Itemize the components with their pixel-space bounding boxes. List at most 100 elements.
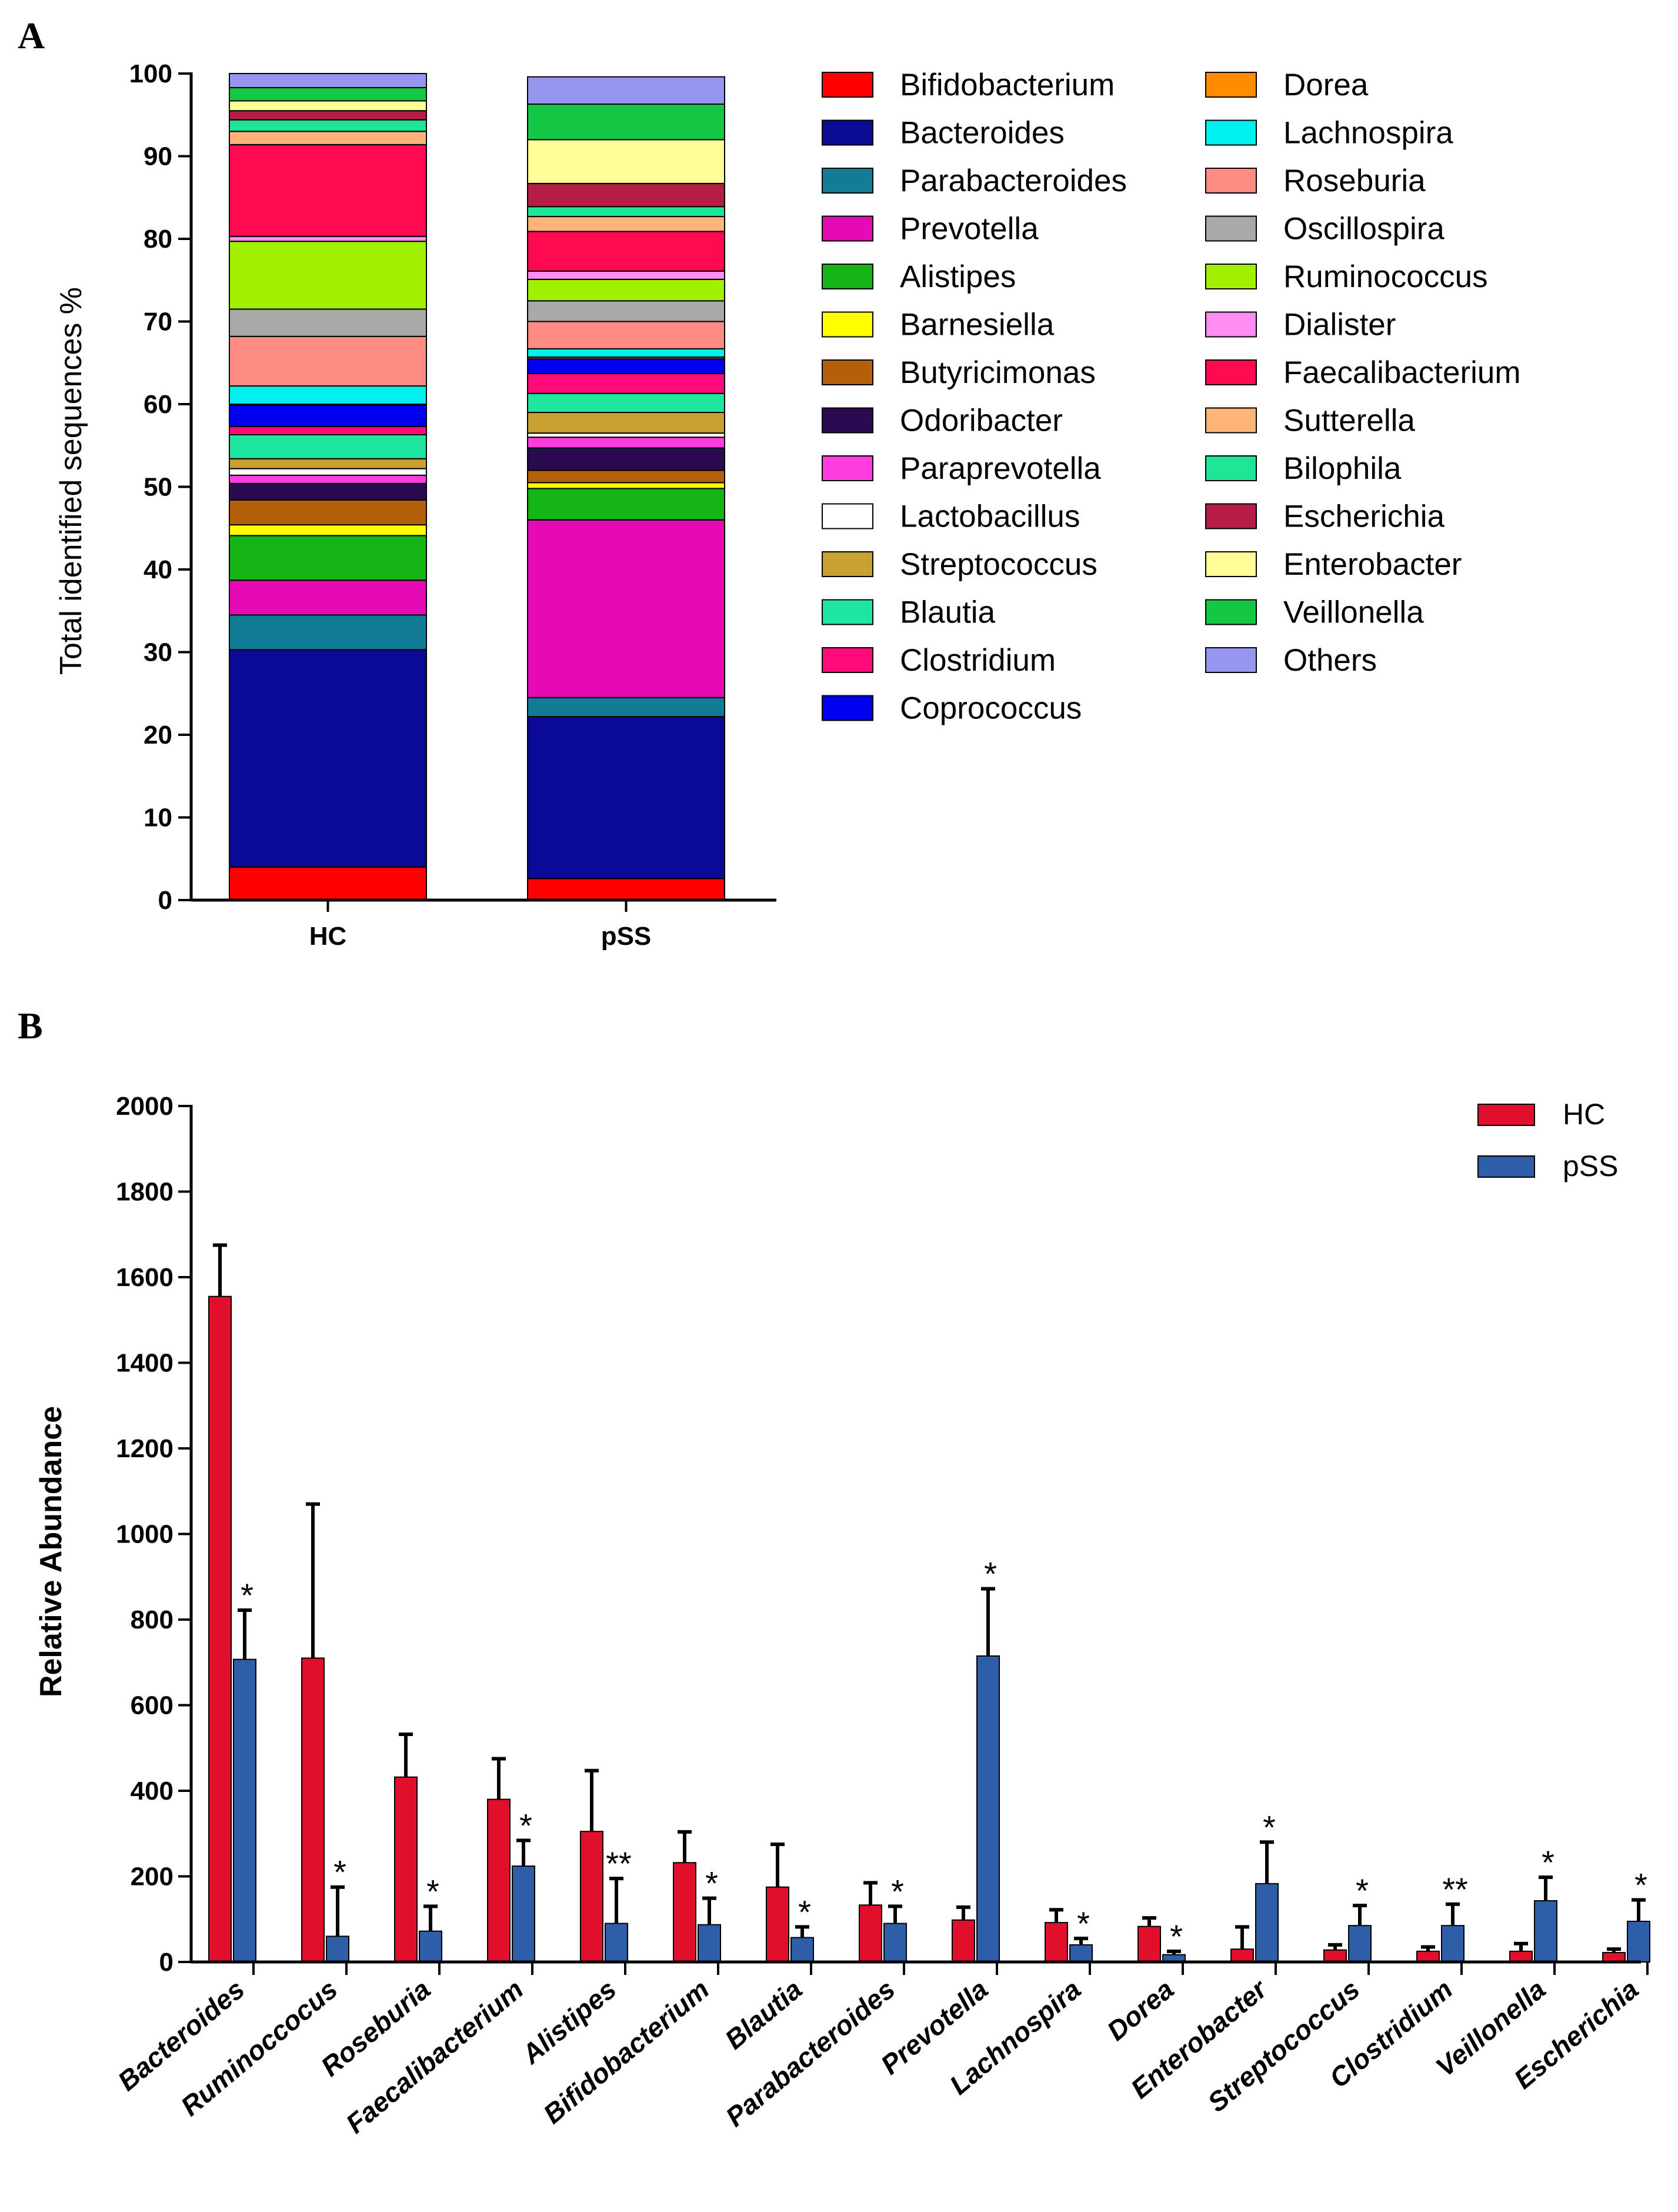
y-tick-label: 1400 (116, 1349, 174, 1378)
significance-marker-ruminoccocus: * (333, 1854, 346, 1891)
bar-pss-bifidobacterium (698, 1924, 721, 1963)
bar-segment-pss-clostridium (527, 373, 725, 394)
legend-swatch-parabacteroides (822, 168, 873, 194)
legend-label-clostridium: Clostridium (900, 643, 1056, 678)
bar-segment-hc-dialister (229, 235, 427, 242)
bar-hc-lachnospira (1045, 1922, 1068, 1963)
legend: Bifidobacterium Bacteroides Parabacteroide… (822, 68, 1521, 726)
bar-segment-hc-others (229, 73, 427, 88)
legend-label-streptococcus: Streptococcus (900, 547, 1097, 582)
bar-hc-bifidobacterium (673, 1862, 696, 1963)
bar-segment-pss-enterobacter (527, 139, 725, 184)
panel-a-letter: A (18, 15, 45, 56)
bar-segment-pss-streptococcus (527, 412, 725, 434)
bar-segment-pss-parabacteroides (527, 697, 725, 718)
bar-segment-pss-bacteroides (527, 716, 725, 880)
bar-pss-ruminoccocus (326, 1936, 349, 1963)
y-tick-label: 60 (144, 390, 172, 419)
y-tick-label: 800 (131, 1605, 174, 1634)
y-tick-label: 1200 (116, 1434, 174, 1463)
bar-segment-pss-roseburia (527, 321, 725, 349)
bar-hc-dorea (1137, 1925, 1161, 1963)
bar-segment-hc-coprococcus (229, 404, 427, 427)
bar-segment-pss-bilophila (527, 206, 725, 218)
legend-swatch-bifidobacterium (822, 72, 873, 98)
legend-swatch-dorea (1205, 72, 1257, 98)
bar-pss-enterobacter (1255, 1883, 1279, 1963)
x-tick-label-pss: pSS (601, 922, 652, 951)
x-tick-label-hc: HC (309, 922, 347, 951)
x-tick-label-faecalibacterium: Faecalibacterium (340, 1974, 529, 2139)
bar-segment-pss-faecalibacterium (527, 231, 725, 272)
x-tick-label-parabacteroides: Parabacteroides (720, 1974, 901, 2133)
legend-swatch-streptococcus (822, 551, 873, 577)
significance-marker-enterobacter: * (1263, 1808, 1276, 1845)
significance-marker-faecalibacterium: * (519, 1807, 532, 1844)
y-tick-label: 40 (144, 555, 172, 584)
legend-label-roseburia: Roseburia (1283, 164, 1426, 198)
bar-hc-veillonella (1509, 1950, 1533, 1963)
bar-hc-blautia (766, 1886, 789, 1963)
y-tick-label: 90 (144, 142, 172, 171)
bar-segment-hc-lachnospira (229, 385, 427, 405)
x-tick-label-dorea: Dorea (1101, 1974, 1179, 2047)
legend-label-butyricimonas: Butyricimonas (900, 355, 1096, 390)
significance-marker-prevotella: * (984, 1555, 997, 1593)
significance-marker-bifidobacterium: * (705, 1865, 718, 1902)
stacked-bars (229, 73, 725, 901)
x-tick-label-blautia: Blautia (719, 1974, 808, 2055)
bar-segment-hc-prevotella (229, 579, 427, 616)
bar-pss-blautia (790, 1937, 814, 1963)
legend-swatch-oscillospira (1205, 215, 1257, 242)
legend-swatch-bacteroides (822, 119, 873, 146)
bar-segment-hc-faecalibacterium (229, 144, 427, 237)
legend-swatch-lactobacillus (822, 503, 873, 529)
axes (189, 1105, 1649, 1975)
bar-pss-parabacteroides (883, 1923, 907, 1963)
significance-marker-clostridium: ** (1442, 1871, 1468, 1908)
bar-segment-pss-blautia (527, 392, 725, 414)
legend-label-dialister: Dialister (1283, 308, 1396, 342)
bar-segment-pss-prevotella (527, 519, 725, 698)
x-tick-label-ruminoccocus: Ruminoccocus (175, 1974, 343, 2122)
y-axis-title: Relative Abundance (34, 1406, 68, 1697)
legend-label-lactobacillus: Lactobacillus (900, 499, 1080, 534)
legend-label-lachnospira: Lachnospira (1283, 116, 1453, 151)
y-tick-label: 30 (144, 638, 172, 667)
legend-swatch-barnesiella (822, 311, 873, 338)
legend-swatch-pss (1477, 1155, 1535, 1178)
bar-pss-clostridium (1441, 1925, 1465, 1963)
bars: *********** *** **** (208, 1243, 1650, 1963)
x-tick-label-bifidobacterium: Bifidobacterium (538, 1974, 715, 2130)
legend-swatch-enterobacter (1205, 551, 1257, 577)
significance-marker-veillonella: * (1542, 1844, 1554, 1881)
y-axis-title: Total identified sequences % (54, 287, 88, 675)
legend-swatch-dialister (1205, 311, 1257, 338)
bar-segment-pss-lactobacillus (527, 432, 725, 438)
legend-swatch-prevotella (822, 215, 873, 242)
bar-segment-pss-odoribacter (527, 447, 725, 471)
bar-segment-hc-streptococcus (229, 458, 427, 469)
legend-label-ruminococcus: Ruminococcus (1283, 259, 1488, 294)
legend-label-enterobacter: Enterobacter (1283, 547, 1462, 582)
grouped-bar-chart: Relative Abundance 0 200 400 600 800 1000 1200… (34, 1092, 1650, 2139)
bar-segment-pss-escherichia (527, 182, 725, 208)
bar-segment-pss-veillonella (527, 103, 725, 141)
bar-hc-enterobacter (1230, 1948, 1254, 1963)
legend-label-alistipes: Alistipes (900, 259, 1016, 294)
axes (189, 72, 776, 912)
legend-label-odoribacter: Odoribacter (900, 404, 1063, 438)
bar-hc-streptococcus (1323, 1949, 1347, 1963)
bar-segment-hc-alistipes (229, 535, 427, 581)
bar-hc-faecalibacterium (487, 1798, 511, 1963)
bar-segment-pss-coprococcus (527, 358, 725, 375)
bar-segment-hc-ruminococcus (229, 241, 427, 310)
legend-label-bacteroides: Bacteroides (900, 116, 1065, 151)
bar-hc-roseburia (394, 1776, 418, 1963)
bar-segment-pss-barnesiella (527, 482, 725, 489)
bar-segment-hc-bilophila (229, 119, 427, 132)
legend-swatch-ruminococcus (1205, 264, 1257, 289)
y-axis-ticks: 0 10 20 30 40 50 60 70 80 90 100 (129, 59, 191, 915)
legend-swatch-coprococcus (822, 695, 873, 721)
